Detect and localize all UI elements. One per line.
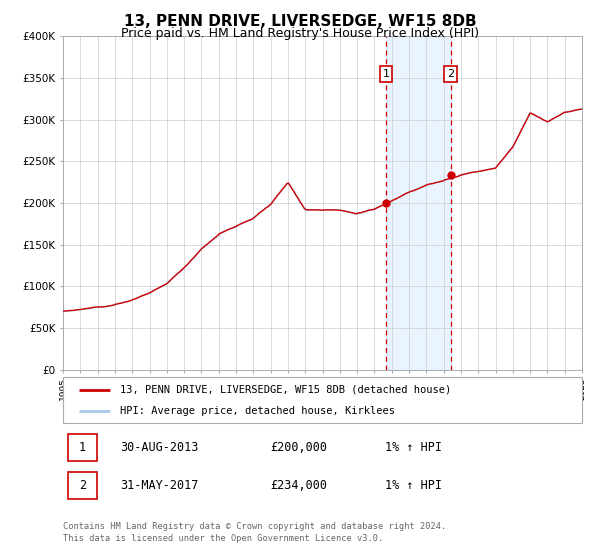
Text: 31-MAY-2017: 31-MAY-2017: [120, 479, 199, 492]
Text: HPI: Average price, detached house, Kirklees: HPI: Average price, detached house, Kirk…: [120, 407, 395, 416]
Text: 2: 2: [447, 69, 454, 79]
Text: 30-AUG-2013: 30-AUG-2013: [120, 441, 199, 454]
Text: 1: 1: [79, 441, 86, 454]
Text: 2: 2: [79, 479, 86, 492]
Bar: [68, 472, 97, 500]
Text: £234,000: £234,000: [271, 479, 328, 492]
Text: £200,000: £200,000: [271, 441, 328, 454]
Text: This data is licensed under the Open Government Licence v3.0.: This data is licensed under the Open Gov…: [63, 534, 383, 543]
Text: 1: 1: [382, 69, 389, 79]
Text: 1% ↑ HPI: 1% ↑ HPI: [385, 479, 442, 492]
Text: 13, PENN DRIVE, LIVERSEDGE, WF15 8DB (detached house): 13, PENN DRIVE, LIVERSEDGE, WF15 8DB (de…: [120, 385, 451, 395]
Bar: [386, 36, 451, 370]
Text: 1% ↑ HPI: 1% ↑ HPI: [385, 441, 442, 454]
Bar: [68, 434, 97, 461]
Text: 13, PENN DRIVE, LIVERSEDGE, WF15 8DB: 13, PENN DRIVE, LIVERSEDGE, WF15 8DB: [124, 14, 476, 29]
Text: Price paid vs. HM Land Registry's House Price Index (HPI): Price paid vs. HM Land Registry's House …: [121, 27, 479, 40]
Text: Contains HM Land Registry data © Crown copyright and database right 2024.: Contains HM Land Registry data © Crown c…: [63, 522, 446, 531]
